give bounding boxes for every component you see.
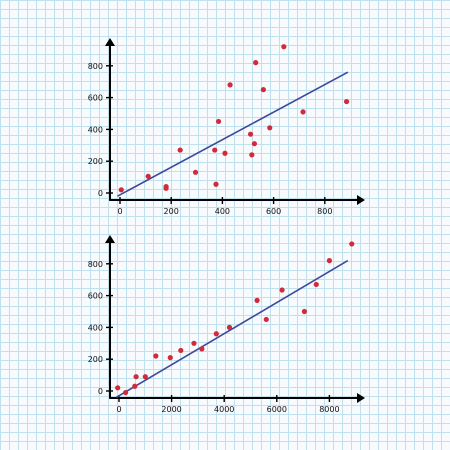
x-tick-label: 800 [317,207,332,216]
data-point [177,147,183,153]
data-point [142,374,148,380]
x-axis-arrow [357,195,365,205]
data-point [213,181,219,187]
x-tick-label: 600 [266,207,281,216]
data-point [301,308,308,315]
data-point [313,281,319,288]
y-tick-label: 200 [88,157,103,166]
data-point [212,147,218,153]
x-tick-label: 0 [117,207,122,216]
scatter-chart-top: 0 200 400 600 800 0 200 400 600 800 [88,38,365,216]
x-tick-label: 6000 [267,405,287,414]
y-axis-arrow [105,235,115,243]
y-tick-label: 600 [88,292,103,301]
y-tick-label: 0 [98,189,103,198]
data-point [191,340,197,346]
data-point [118,187,124,193]
data-point [267,125,273,131]
data-point [260,87,266,93]
data-point [115,385,121,391]
data-point [153,353,159,359]
y-tick-label: 400 [88,125,103,134]
y-tick-label: 0 [98,387,103,396]
data-point [247,131,254,137]
x-tick-label: 0 [116,405,121,414]
y-tick-label: 200 [88,355,103,364]
data-point [251,141,257,147]
data-point [326,258,332,264]
data-point [132,383,138,389]
data-point [254,297,260,303]
x-tick-label: 4000 [214,405,234,414]
data-point [349,241,355,247]
data-point [178,347,184,354]
y-tick-label: 800 [88,260,103,269]
data-point [222,150,228,156]
trend-line [117,71,349,197]
data-point [163,185,169,191]
x-tick-label: 400 [215,207,230,216]
data-point [145,173,151,179]
data-point [192,169,199,175]
data-point [253,60,259,66]
data-point [133,374,139,380]
data-point [215,118,222,125]
data-point [281,44,287,50]
data-point [343,98,350,105]
data-point [122,389,129,396]
y-axis-arrow [105,38,115,46]
data-point [213,331,219,337]
data-point [263,316,269,323]
trend-line [115,259,349,399]
y-tick-label: 800 [88,62,103,71]
data-point [167,355,173,361]
data-point [227,82,233,88]
x-tick-label: 8000 [319,405,339,414]
y-tick-label: 600 [88,94,103,103]
x-tick-label: 200 [164,207,179,216]
data-point [279,287,285,293]
x-axis-arrow [357,393,365,403]
data-point [226,324,233,330]
data-point [300,109,306,115]
data-point [249,152,255,158]
y-tick-label: 400 [88,323,103,332]
data-point [199,346,205,352]
x-tick-label: 2000 [161,405,181,414]
